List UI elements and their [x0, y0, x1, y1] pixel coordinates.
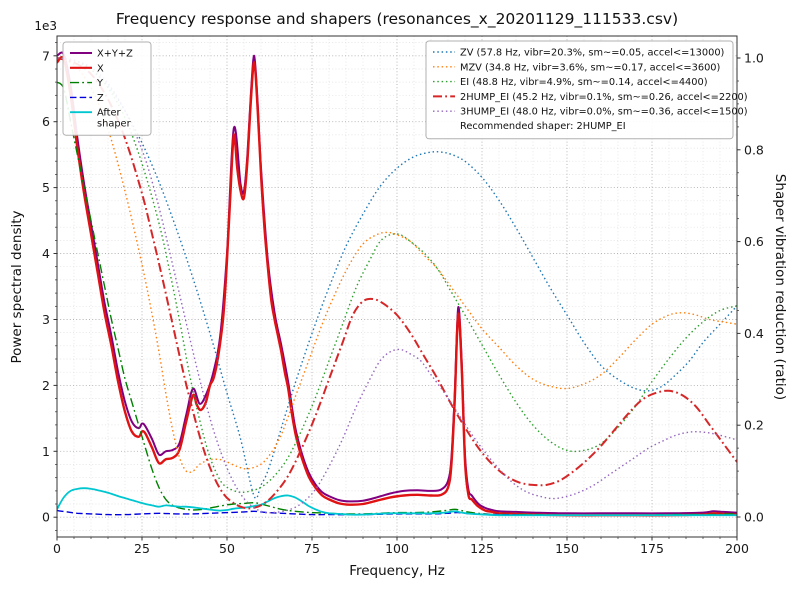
right-y-tick-label: 0.0 — [744, 510, 764, 525]
legend: ZV (57.8 Hz, vibr=20.3%, sm~=0.05, accel… — [425, 40, 748, 140]
series-psd-x — [57, 56, 737, 517]
left-y-tick-label: 7 — [42, 48, 50, 63]
x-tick-label: 175 — [640, 541, 664, 556]
x-tick-label: 25 — [134, 541, 150, 556]
left-y-tick-label: 4 — [42, 246, 50, 261]
legend-label: 2HUMP_EI (45.2 Hz, vibr=0.1%, sm~=0.26, … — [460, 92, 748, 103]
series-psd-xyz — [57, 51, 737, 515]
x-tick-label: 150 — [555, 541, 579, 556]
right-y-axis-label: Shaper vibration reduction (ratio) — [772, 173, 788, 401]
left-y-tick-label: 1 — [42, 444, 50, 459]
left-y-tick-label: 2 — [42, 378, 50, 393]
series-shaper-3hump-ei — [57, 57, 737, 514]
x-axis-label: Frequency, Hz — [349, 563, 445, 579]
right-y-tick-label: 1.0 — [744, 51, 764, 66]
left-axis-offset-label: 1e3 — [34, 19, 57, 33]
legend-label: ZV (57.8 Hz, vibr=20.3%, sm~=0.05, accel… — [460, 48, 724, 59]
legend-label: X — [97, 63, 104, 74]
legend-label: After — [97, 108, 121, 119]
legend-label: X+Y+Z — [97, 49, 133, 60]
left-y-tick-label: 6 — [42, 114, 50, 129]
left-y-axis-label: Power spectral density — [9, 210, 25, 364]
legend-label: EI (48.8 Hz, vibr=4.9%, sm~=0.14, accel<… — [460, 77, 708, 88]
x-tick-label: 125 — [470, 541, 494, 556]
series-shaper-ei — [57, 57, 737, 493]
right-y-tick-label: 0.8 — [744, 142, 764, 157]
legend-label: Y — [96, 78, 103, 89]
chart-title: Frequency response and shapers (resonanc… — [115, 10, 679, 28]
right-y-tick-label: 0.2 — [744, 418, 764, 433]
left-y-tick-label: 5 — [42, 180, 50, 195]
x-tick-label: 100 — [385, 541, 409, 556]
x-tick-label: 75 — [304, 541, 320, 556]
x-tick-label: 50 — [219, 541, 235, 556]
right-y-tick-label: 0.4 — [744, 326, 764, 341]
left-y-tick-label: 3 — [42, 312, 50, 327]
series-shaper-zv — [57, 57, 737, 500]
legend-note: Recommended shaper: 2HUMP_EI — [460, 121, 626, 132]
series-shaper-mzv — [57, 57, 737, 474]
legend-label: shaper — [97, 119, 132, 130]
series-psd-after-shaper — [57, 487, 737, 517]
x-tick-label: 200 — [725, 541, 749, 556]
legend-label: MZV (34.8 Hz, vibr=3.6%, sm~=0.17, accel… — [460, 62, 720, 73]
left-y-tick-label: 0 — [42, 510, 50, 525]
legend-label: 3HUMP_EI (48.0 Hz, vibr=0.0%, sm~=0.36, … — [460, 107, 748, 118]
series-shaper-2hump-ei — [57, 57, 737, 510]
legend-label: Z — [97, 93, 104, 104]
right-y-tick-label: 0.6 — [744, 234, 764, 249]
series-psd-y — [57, 81, 737, 516]
x-tick-label: 0 — [53, 541, 61, 556]
